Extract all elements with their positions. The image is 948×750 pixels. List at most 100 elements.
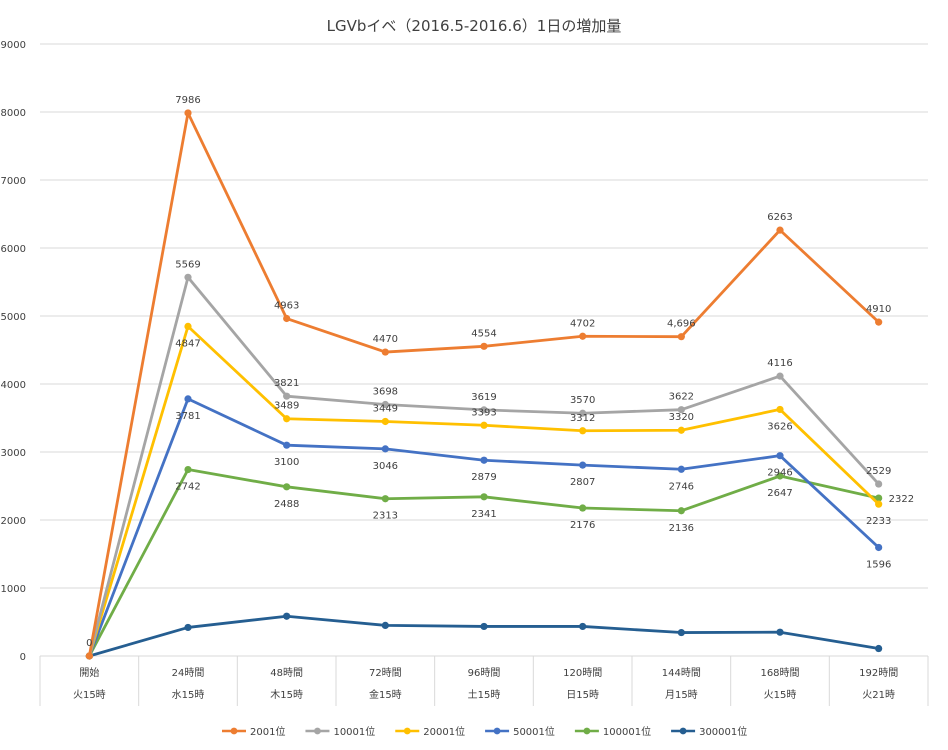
data-point (875, 480, 883, 488)
series-2001位 (85, 109, 883, 660)
data-label: 2176 (570, 520, 595, 531)
data-label: 3622 (669, 392, 694, 403)
data-point (875, 494, 883, 502)
data-point (677, 333, 685, 341)
data-labels: 0 7986 4963 4470 4554 4702 4,696 6263 4910 5569 38… (86, 95, 914, 649)
data-point (875, 543, 883, 552)
data-label: 2742 (175, 482, 200, 493)
data-point (283, 441, 291, 449)
data-point (776, 226, 784, 234)
data-point (776, 452, 784, 460)
legend-label: 300001位 (699, 725, 747, 738)
data-point (776, 372, 784, 380)
data-point (776, 628, 784, 636)
data-point (776, 472, 784, 480)
series-20001位 (85, 322, 883, 660)
data-point (677, 628, 685, 637)
data-label: 3100 (274, 457, 299, 468)
data-label: 4554 (471, 328, 496, 339)
series-10001位 (85, 273, 883, 660)
data-label: 3821 (274, 378, 299, 389)
data-label: 2529 (866, 466, 891, 477)
legend: 2001位 10001位 20001位 50001位 100001位 300001位 (222, 725, 747, 738)
data-point (283, 415, 291, 423)
data-point (381, 445, 389, 453)
data-label: 3320 (669, 412, 694, 423)
y-tick-label: 2000 (1, 516, 26, 527)
data-point (381, 348, 389, 356)
series-300001位 (85, 612, 883, 660)
series-50001位 (85, 395, 883, 660)
data-point (381, 495, 389, 503)
data-label: 3698 (373, 387, 398, 398)
x-tick-sublabel: 木15時 (270, 689, 303, 701)
y-axis: 0 1000 2000 3000 4000 5000 6000 7000 8000 9000 (1, 40, 26, 663)
legend-label: 10001位 (333, 725, 375, 738)
data-point (480, 406, 488, 414)
legend-swatch-marker (403, 727, 411, 735)
data-label: 3626 (767, 421, 792, 432)
y-tick-label: 1000 (1, 584, 26, 595)
data-point (579, 409, 587, 417)
legend-item: 100001位 (574, 725, 651, 738)
data-label: 4702 (570, 318, 595, 329)
data-point (480, 342, 488, 350)
x-tick-label: 168時間 (760, 667, 799, 679)
legend-label: 2001位 (250, 725, 285, 738)
data-label: 4470 (373, 334, 398, 345)
data-point (283, 483, 291, 491)
chart-title: LGVbイベ（2016.5-2016.6）1日の増加量 (327, 17, 622, 35)
y-tick-label: 0 (20, 652, 26, 663)
x-tick-label: 144時間 (662, 667, 701, 679)
data-label: 3449 (373, 403, 398, 414)
data-point (677, 406, 685, 414)
data-point (776, 405, 784, 414)
data-point (184, 465, 192, 474)
data-label: 2488 (274, 499, 299, 510)
x-tick-sublabel: 金15時 (369, 688, 402, 701)
x-tick-label: 96時間 (468, 667, 501, 679)
data-point (381, 400, 389, 409)
gridlines (40, 43, 928, 657)
data-point (381, 417, 389, 426)
data-label: 4910 (866, 304, 891, 315)
legend-swatch-marker (583, 727, 591, 735)
data-point (677, 426, 685, 434)
data-point (283, 392, 291, 400)
legend-swatch-marker (230, 727, 238, 735)
data-label: 2879 (471, 472, 496, 483)
data-label: 2233 (866, 516, 891, 527)
x-tick-label: 48時間 (270, 667, 303, 679)
data-label: 4847 (175, 338, 200, 349)
data-point (480, 456, 488, 464)
data-label: 1596 (866, 559, 891, 570)
data-point (184, 322, 192, 331)
data-point (875, 500, 883, 508)
series-line (87, 325, 880, 657)
legend-swatch-marker (314, 727, 321, 735)
legend-item: 300001位 (671, 725, 747, 738)
x-tick-label: 120時間 (563, 667, 602, 679)
y-tick-label: 4000 (1, 380, 26, 391)
data-point (875, 644, 883, 653)
data-point (85, 652, 93, 660)
data-label: 5569 (175, 259, 200, 270)
x-tick-sublabel: 火21時 (862, 689, 895, 701)
legend-label: 20001位 (423, 725, 465, 738)
data-point (184, 395, 192, 403)
data-point (480, 421, 488, 429)
y-tick-label: 9000 (1, 40, 26, 51)
data-label: 4116 (767, 358, 792, 369)
x-tick-sublabel: 土15時 (468, 688, 501, 701)
data-point (184, 273, 192, 281)
data-label: 2647 (767, 488, 792, 499)
data-label: 3393 (471, 407, 496, 418)
x-tick-sublabel: 日15時 (566, 689, 599, 701)
data-label: 2946 (767, 468, 792, 479)
data-point (184, 623, 192, 632)
data-label: 6263 (767, 212, 792, 223)
x-tick-sublabel: 火15時 (764, 689, 797, 701)
